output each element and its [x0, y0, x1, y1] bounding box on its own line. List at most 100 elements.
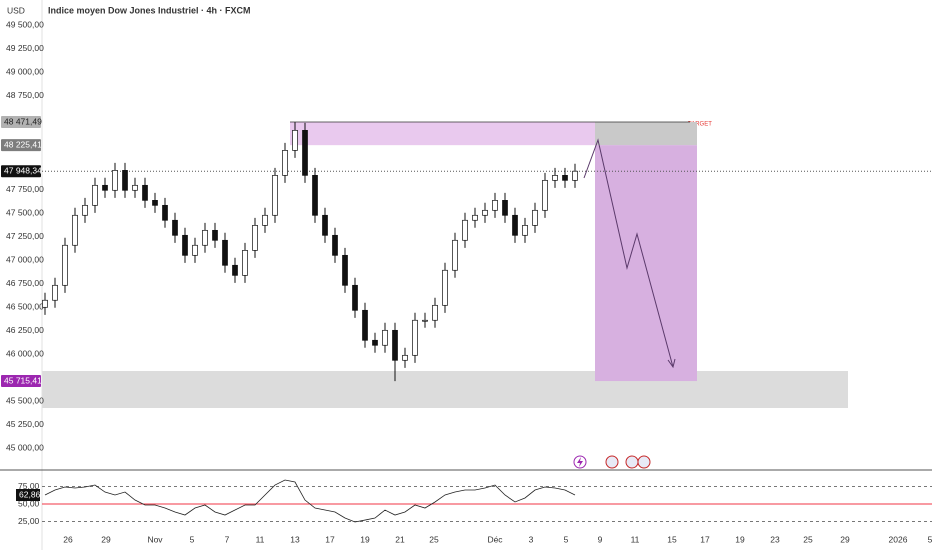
y-tick-label: 47 000,00: [6, 255, 44, 265]
candle-body: [92, 184, 98, 206]
y-tick-label: 49 500,00: [6, 20, 44, 30]
y-tick-label: 46 500,00: [6, 302, 44, 312]
x-tick-label: 9: [598, 534, 603, 544]
candle-body: [202, 229, 208, 246]
event-icon-bolt: [577, 457, 583, 467]
y-tick-label: 45 000,00: [6, 443, 44, 453]
price-label-box: [1, 116, 41, 129]
event-flag[interactable]: [637, 455, 651, 469]
candle-body: [422, 319, 428, 322]
candle-body: [262, 214, 268, 226]
price-label: 48 225,41: [4, 139, 42, 149]
candle-body: [492, 200, 498, 211]
event-flag[interactable]: [625, 455, 639, 469]
candle-body: [372, 339, 378, 346]
candle-body: [252, 225, 258, 251]
candle-body: [152, 200, 158, 206]
candle-body: [382, 329, 388, 346]
candle-body: [512, 214, 518, 236]
y-tick-label: 49 000,00: [6, 67, 44, 77]
y-tick-label: 45 500,00: [6, 396, 44, 406]
rsi-tick-label: 75,00: [18, 481, 40, 491]
candle-body: [272, 175, 278, 216]
event-flag[interactable]: [605, 455, 619, 469]
candle-body: [52, 284, 58, 301]
candle-body: [142, 184, 148, 201]
rsi-line: [44, 479, 576, 523]
candle-body: [292, 129, 298, 151]
candle-body: [402, 354, 408, 361]
candle-body: [552, 175, 558, 181]
target-annotation: TARGET: [688, 122, 712, 128]
x-tick-label: 17: [700, 534, 710, 544]
candle-body: [212, 229, 218, 241]
projection-arrow: [667, 358, 676, 369]
x-tick-label: 11: [256, 534, 265, 544]
x-tick-label: 19: [735, 534, 745, 544]
price-label: 48 471,49: [4, 116, 42, 126]
candle-body: [162, 204, 168, 221]
y-tick-label: 47 750,00: [6, 184, 44, 194]
candle-body: [72, 214, 78, 246]
x-tick-label: 29: [101, 534, 111, 544]
y-tick-label: 46 000,00: [6, 349, 44, 359]
candle-body: [412, 319, 418, 356]
candle-body: [172, 219, 178, 236]
target-box: [595, 122, 697, 146]
candle-body: [362, 309, 368, 341]
candle-body: [562, 175, 568, 181]
candle-body: [102, 184, 108, 191]
candle-body: [282, 150, 288, 176]
price-label-box: [1, 139, 41, 152]
x-tick-label: 17: [325, 534, 335, 544]
x-tick-label: 7: [225, 534, 230, 544]
candle-body: [242, 250, 248, 276]
candle-body: [522, 225, 528, 236]
candle-body: [312, 175, 318, 216]
x-tick-label: 19: [360, 534, 370, 544]
x-tick-label: 15: [667, 534, 677, 544]
candle-body: [502, 200, 508, 216]
candle-body: [472, 214, 478, 221]
y-tick-label: 45 250,00: [6, 419, 44, 429]
rsi-tick-label: 50,00: [18, 498, 40, 508]
candle-body: [572, 170, 578, 181]
x-tick-label: 23: [770, 534, 780, 544]
x-tick-label: 5: [928, 534, 932, 544]
x-tick-label: 25: [429, 534, 439, 544]
candle-body: [452, 239, 458, 271]
y-tick-label: 47 500,00: [6, 208, 44, 218]
price-label-box: [1, 375, 41, 388]
candle-body: [342, 254, 348, 286]
candle-body: [42, 299, 48, 308]
short-box: [595, 145, 697, 382]
x-tick-label: 11: [631, 534, 640, 544]
x-tick-label: 29: [840, 534, 850, 544]
projection-path: [583, 138, 674, 368]
candle-body: [82, 204, 88, 216]
x-tick-label: 2026: [889, 534, 908, 544]
x-tick-label: 25: [803, 534, 813, 544]
price-label: 45 715,41: [4, 375, 42, 385]
y-tick-label: 46 750,00: [6, 278, 44, 288]
candle-body: [482, 209, 488, 216]
candle-body: [532, 209, 538, 226]
support-zone: [42, 371, 848, 408]
candle-body: [322, 214, 328, 236]
currency: USD: [7, 5, 25, 15]
y-tick-label: 48 750,00: [6, 90, 44, 100]
candle-body: [332, 234, 338, 256]
price-label: 47 948,34: [4, 165, 42, 175]
candle-body: [302, 129, 308, 176]
x-tick-label: 5: [190, 534, 195, 544]
x-tick-label: Déc: [487, 534, 503, 544]
rsi-tick-label: 25,00: [18, 516, 40, 526]
entry-zone: [290, 122, 690, 146]
candle-body: [112, 170, 118, 191]
y-tick-label: 47 250,00: [6, 231, 44, 241]
candle-body: [132, 184, 138, 191]
candle-body: [432, 304, 438, 321]
rsi-last-label: 62,86: [19, 489, 41, 499]
candle-body: [442, 269, 448, 306]
candle-body: [192, 244, 198, 256]
